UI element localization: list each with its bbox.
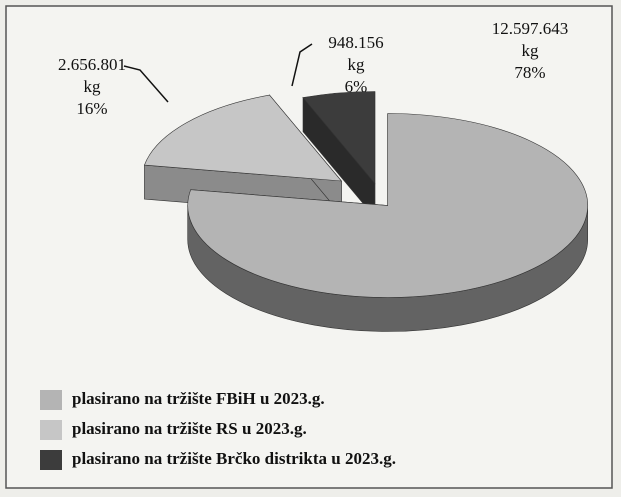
- legend-swatch: [40, 420, 62, 440]
- value-label: 12.597.643: [492, 19, 569, 38]
- slice: [302, 91, 376, 185]
- legend-label: plasirano na tržište RS u 2023.g.: [72, 419, 307, 438]
- legend-label: plasirano na tržište Brčko distrikta u 2…: [72, 449, 396, 468]
- unit-label: kg: [84, 77, 102, 96]
- legend-swatch: [40, 390, 62, 410]
- slice: [143, 94, 343, 182]
- percent-label: 6%: [345, 77, 368, 96]
- leader-line: [291, 43, 313, 87]
- unit-label: kg: [522, 41, 540, 60]
- leader-line: [123, 65, 169, 103]
- value-label: 948.156: [328, 33, 383, 52]
- value-label: 2.656.801: [58, 55, 126, 74]
- legend-swatch: [40, 450, 62, 470]
- percent-label: 16%: [76, 99, 107, 118]
- unit-label: kg: [348, 55, 366, 74]
- slice: [187, 113, 588, 298]
- legend-label: plasirano na tržište FBiH u 2023.g.: [72, 389, 325, 408]
- percent-label: 78%: [514, 63, 545, 82]
